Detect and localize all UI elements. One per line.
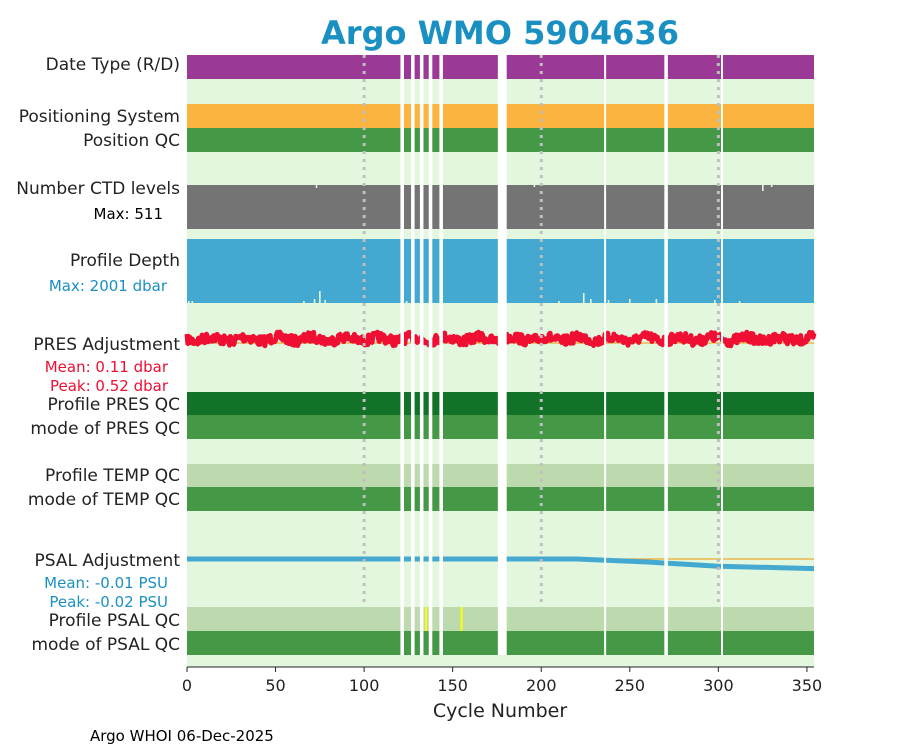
footer-credit: Argo WHOI 06-Dec-2025 [90, 727, 274, 745]
profile-depth-dip-2 [303, 301, 305, 303]
profile-depth-dip-14 [714, 300, 716, 303]
missing-cycle-gaps [400, 55, 724, 655]
psal-adjustment-peak: Peak: -0.02 PSU [49, 593, 168, 611]
profile-depth-dip-13 [655, 299, 658, 303]
ctd-levels-max: Max: 511 [94, 205, 163, 223]
missing-cycle-gap-3 [428, 55, 433, 655]
psal-qc-flag-1 [460, 607, 463, 631]
profile-depth-max: Max: 2001 dbar [49, 277, 168, 295]
label-position-qc: Position QC [83, 131, 180, 151]
label-psal-adjustment: PSAL Adjustment [35, 551, 181, 571]
profile-depth-dip-9 [582, 293, 585, 303]
missing-cycle-gap-0 [400, 55, 404, 655]
ctd-level-dip-1 [533, 185, 536, 187]
profile-depth-dip-4 [319, 291, 321, 303]
profile-depth-dip-8 [558, 301, 560, 303]
label-date-type: Date Type (R/D) [46, 55, 180, 75]
profile-depth-dip-11 [607, 300, 610, 303]
missing-cycle-gap-8 [721, 55, 724, 655]
row-labels: Date Type (R/D) Positioning System Posit… [16, 55, 180, 655]
label-profile-psal-qc: Profile PSAL QC [49, 611, 180, 631]
psal-adjustment-mean: Mean: -0.01 PSU [44, 574, 168, 592]
ctd-level-dip-3 [770, 185, 773, 187]
x-tick-label-2: 100 [349, 676, 380, 695]
x-axis-label: Cycle Number [433, 700, 567, 722]
missing-cycle-gap-1 [411, 55, 415, 655]
label-positioning-system: Positioning System [19, 107, 180, 127]
x-tick-label-1: 50 [265, 676, 285, 695]
ctd-level-dip-0 [315, 185, 318, 188]
x-tick-label-4: 200 [526, 676, 557, 695]
label-profile-depth: Profile Depth [70, 251, 180, 271]
pres-adjustment-mean: Mean: 0.11 dbar [45, 358, 169, 376]
x-tick-label-6: 300 [703, 676, 734, 695]
profile-depth-dip-3 [313, 299, 316, 303]
x-axis: 0 50 100 150 200 250 300 350 [182, 666, 823, 695]
missing-cycle-gap-6 [604, 55, 607, 655]
grid-lines [362, 55, 720, 605]
label-pres-adjustment: PRES Adjustment [33, 335, 180, 355]
label-mode-psal-qc: mode of PSAL QC [31, 635, 180, 655]
missing-cycle-gap-2 [419, 55, 424, 655]
label-profile-pres-qc: Profile PRES QC [47, 395, 180, 415]
profile-depth-dip-7 [405, 301, 408, 303]
label-mode-pres-qc: mode of PRES QC [30, 419, 180, 439]
x-tick-label-7: 350 [792, 676, 823, 695]
label-mode-temp-qc: mode of TEMP QC [28, 490, 180, 510]
x-tick-label-0: 0 [182, 676, 192, 695]
profile-depth-dip-5 [324, 300, 326, 303]
x-tick-label-5: 250 [615, 676, 646, 695]
missing-cycle-gap-5 [497, 55, 507, 655]
missing-cycle-gap-7 [664, 55, 668, 655]
pres-adjustment-peak: Peak: 0.52 dbar [50, 377, 169, 395]
profile-depth-dip-12 [628, 299, 631, 303]
label-profile-temp-qc: Profile TEMP QC [45, 466, 180, 486]
missing-cycle-gap-4 [439, 55, 443, 655]
profile-depth-dip-1 [191, 301, 194, 303]
psal-qc-flag-0 [425, 607, 428, 631]
profile-depth-dip-0 [187, 301, 190, 303]
x-tick-label-3: 150 [437, 676, 468, 695]
chart-title: Argo WMO 5904636 [321, 14, 679, 52]
label-ctd-levels: Number CTD levels [16, 179, 180, 199]
psal-adjustment-series [187, 556, 815, 572]
profile-depth-dip-10 [590, 299, 592, 303]
ctd-level-dip-2 [762, 185, 764, 191]
profile-depth-dip-15 [738, 301, 741, 303]
